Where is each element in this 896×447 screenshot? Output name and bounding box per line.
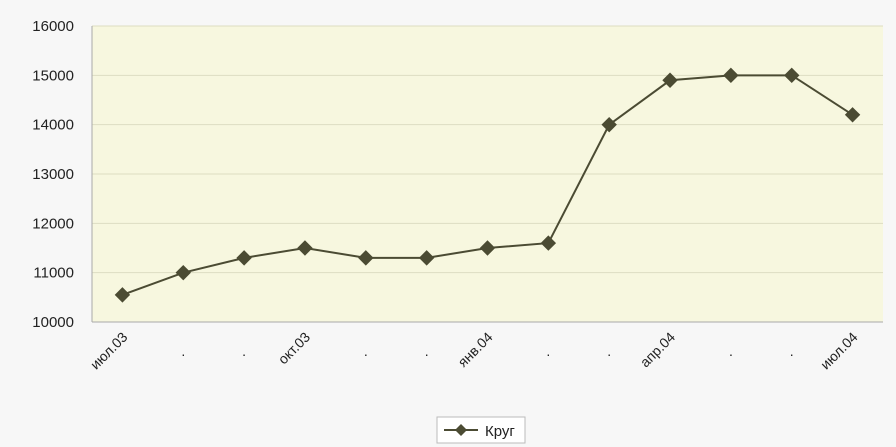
x-tick-label: .: [546, 343, 550, 359]
data-point-marker: [114, 287, 131, 303]
x-tick-label: .: [242, 343, 246, 359]
data-point-marker: [723, 67, 739, 84]
y-tick-label: 10000: [32, 314, 74, 331]
y-tick-label: 15000: [32, 67, 74, 84]
y-tick-label: 16000: [32, 18, 74, 35]
x-tick-label: .: [425, 343, 429, 359]
data-point-marker: [844, 107, 861, 123]
data-point-marker: [236, 250, 252, 266]
x-tick-label: .: [364, 343, 368, 359]
y-tick-label: 14000: [32, 117, 74, 134]
x-tick-label: .: [607, 343, 611, 359]
y-tick-label: 13000: [32, 166, 74, 183]
data-point-marker: [358, 250, 374, 266]
data-point-marker: [784, 67, 800, 84]
y-tick-label: 11000: [33, 265, 74, 282]
legend-label: Круг: [485, 423, 515, 440]
y-tick-label: 12000: [32, 215, 74, 232]
data-point-marker: [479, 240, 496, 256]
data-point-marker: [297, 240, 313, 256]
x-tick-label: .: [729, 343, 733, 359]
legend: Круг: [436, 416, 526, 444]
legend-marker-swatch: [455, 424, 467, 436]
x-tick-label: .: [790, 343, 794, 359]
data-point-marker: [418, 250, 435, 266]
data-point-marker: [662, 72, 678, 88]
x-tick-label: .: [181, 343, 185, 359]
data-point-marker: [540, 235, 557, 251]
data-point-marker: [601, 116, 617, 133]
data-point-marker: [175, 264, 191, 281]
